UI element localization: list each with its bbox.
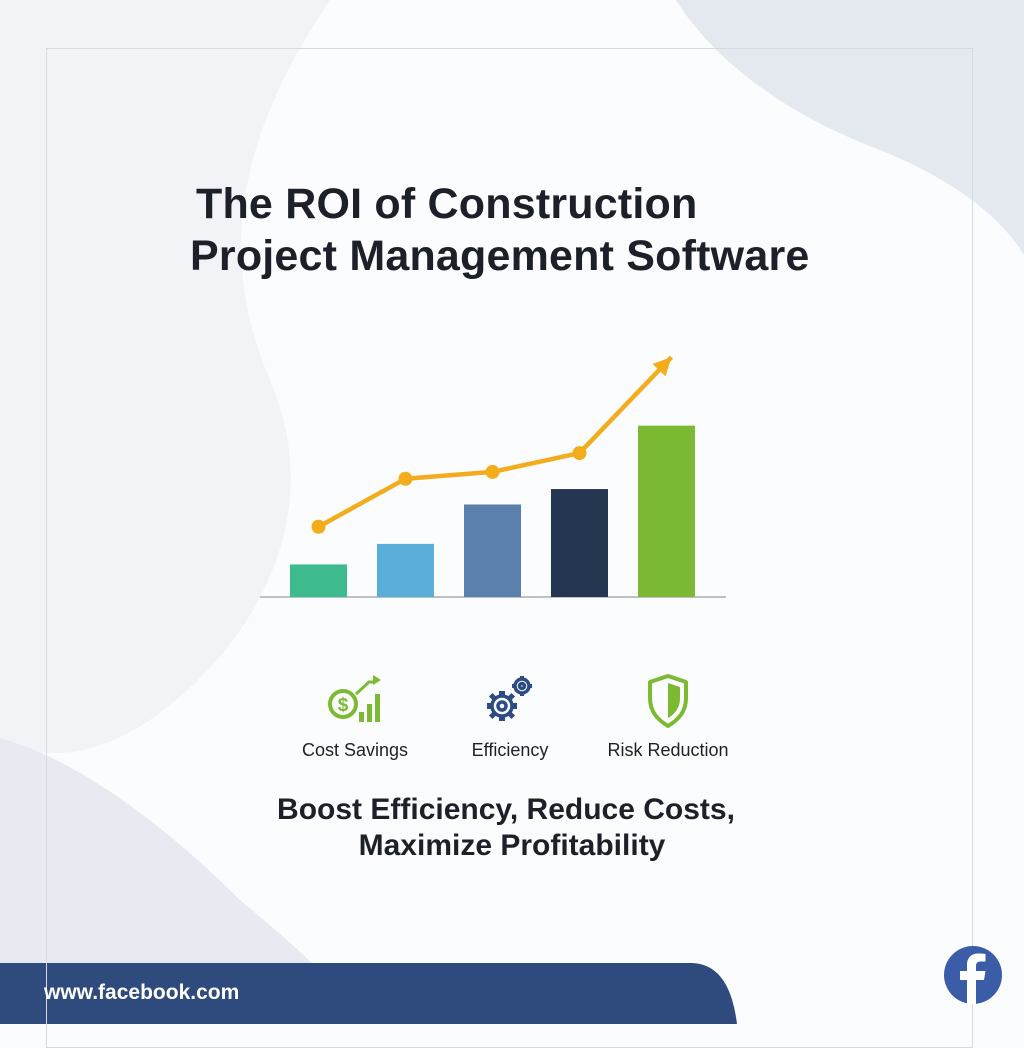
trend-point — [311, 519, 326, 534]
chart-bar — [638, 425, 695, 597]
trend-line — [317, 355, 674, 529]
feature-cost-savings: $ Cost Savings — [270, 668, 440, 761]
feature-label: Efficiency — [471, 740, 549, 760]
chart-bar — [290, 564, 347, 597]
tagline-line-2: Maximize Profitability — [358, 829, 666, 862]
feature-risk-reduction: Risk Reduction — [583, 668, 753, 761]
chart-bar — [464, 504, 521, 597]
facebook-button[interactable] — [944, 946, 1002, 1004]
feature-label: Cost Savings — [301, 740, 409, 760]
gears-icon — [487, 676, 532, 721]
svg-text:$: $ — [338, 695, 349, 716]
title-line-2: Project Management Software — [190, 232, 810, 280]
facebook-icon — [960, 953, 986, 1004]
dollar-growth-icon: $ — [328, 675, 381, 722]
bottom-left-shape — [0, 738, 360, 1024]
trend-point — [485, 464, 500, 479]
page-title: The ROI of Construction Project Manageme… — [0, 178, 1024, 282]
tagline-line-1: Boost Efficiency, Reduce Costs, — [277, 793, 735, 826]
trend-point — [398, 471, 413, 486]
tagline: Boost Efficiency, Reduce Costs, Maximize… — [0, 792, 1024, 864]
feature-efficiency: Efficiency — [425, 668, 595, 761]
roi-chart — [260, 355, 726, 598]
shield-icon — [648, 674, 688, 728]
top-right-shape — [676, 0, 1024, 255]
feature-label: Risk Reduction — [607, 740, 729, 760]
trend-point — [572, 446, 587, 461]
chart-bar — [377, 543, 434, 597]
website-link[interactable]: www.facebook.com — [44, 981, 240, 1004]
left-soft-shape — [0, 0, 330, 754]
trend-arrow-head — [652, 357, 672, 377]
chart-bar — [551, 489, 608, 597]
footer-bar — [0, 963, 737, 1024]
background-shapes — [0, 0, 1024, 1024]
title-line-1: The ROI of Construction — [196, 180, 698, 228]
